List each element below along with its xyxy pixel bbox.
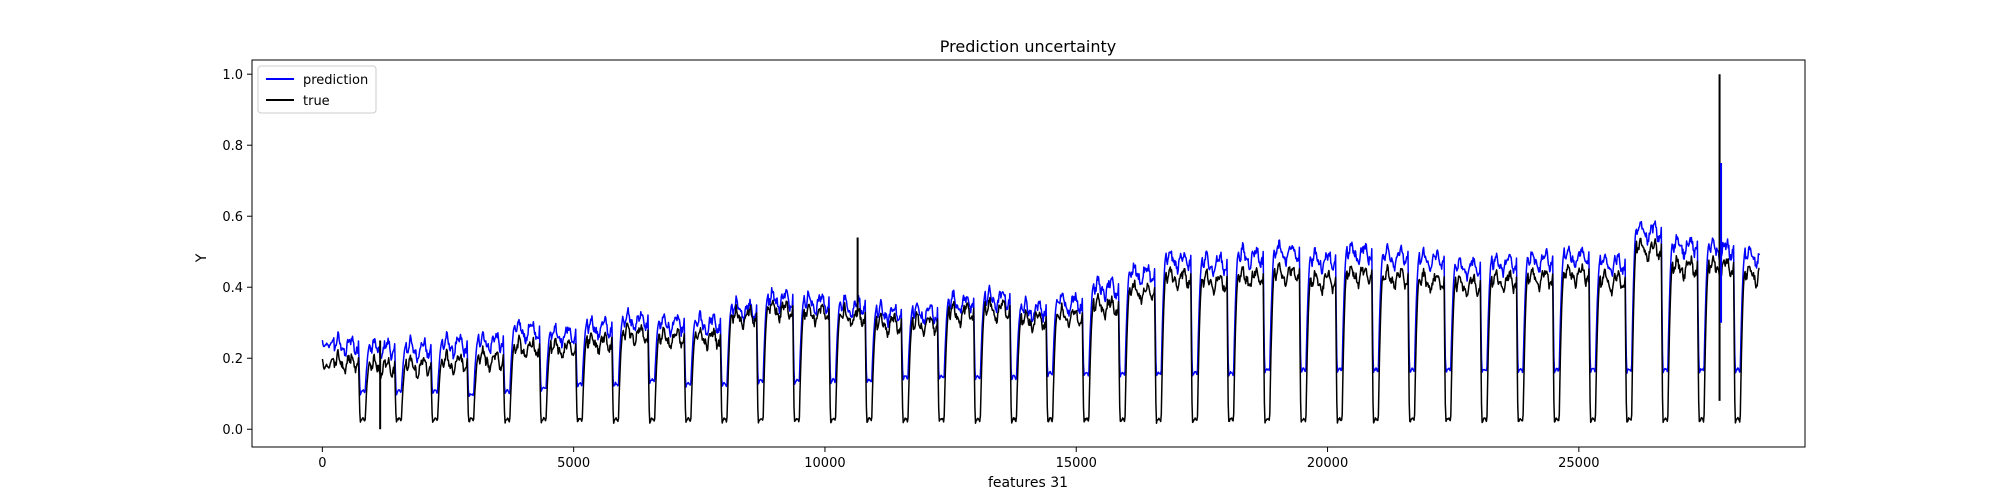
plot-area: [252, 60, 1805, 447]
x-tick-label: 5000: [557, 456, 590, 471]
x-axis: 0 5000 10000 15000 20000 25000: [318, 447, 1600, 471]
y-tick-label: 0.2: [222, 352, 243, 367]
x-tick-label: 25000: [1558, 456, 1599, 471]
y-axis: 0.0 0.2 0.4 0.6 0.8 1.0: [222, 68, 252, 438]
series-layer: [321, 74, 1761, 430]
legend-label-prediction: prediction: [303, 73, 368, 88]
y-tick-label: 0.4: [222, 281, 243, 296]
legend-label-true: true: [303, 94, 330, 109]
x-tick-label: 15000: [1056, 456, 1097, 471]
x-tick-label: 20000: [1307, 456, 1348, 471]
x-tick-label: 0: [318, 456, 326, 471]
x-tick-label: 10000: [804, 456, 845, 471]
x-axis-label: features 31: [988, 475, 1068, 491]
y-tick-label: 0.6: [222, 210, 243, 225]
series-line-true: [321, 237, 1760, 424]
y-axis-label: Y: [194, 253, 210, 263]
y-tick-label: 0.0: [222, 423, 243, 438]
legend-box: [257, 65, 377, 114]
y-tick-label: 0.8: [222, 139, 243, 154]
chart-title: Prediction uncertainty: [940, 37, 1116, 56]
plot-frame: [251, 59, 1806, 448]
series-line-prediction: [321, 220, 1761, 398]
y-tick-label: 1.0: [222, 68, 243, 83]
legend: prediction true: [257, 65, 377, 114]
